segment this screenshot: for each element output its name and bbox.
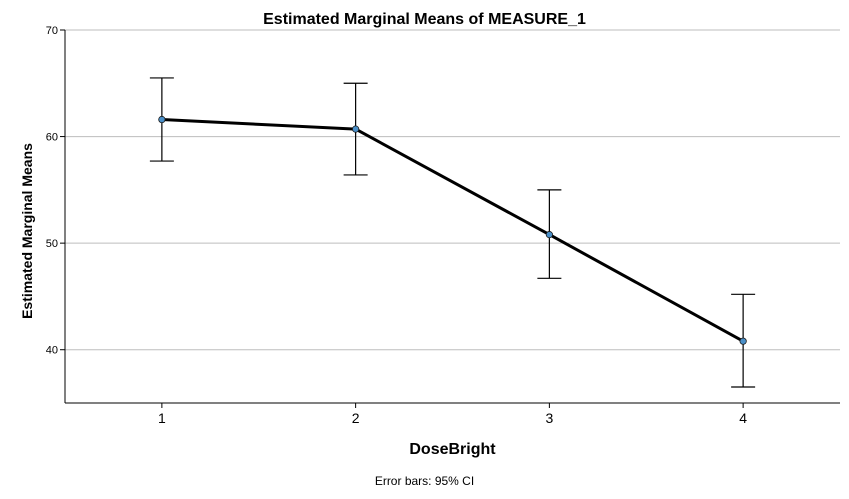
x-tick-label: 3 [545,410,553,426]
x-tick-label: 2 [352,410,360,426]
y-tick-label: 60 [46,132,58,144]
series-line-layer [161,118,744,343]
x-tick-label: 1 [158,410,166,426]
data-point [545,231,553,239]
data-points [158,115,747,345]
series-line [161,118,744,343]
grid-lines [65,29,840,351]
y-tick-label: 50 [46,238,58,250]
y-tick-label: 70 [46,25,58,37]
y-axis-label: Estimated Marginal Means [19,143,35,319]
data-point [739,337,747,345]
y-tick-label: 40 [46,345,58,357]
data-point [158,115,166,124]
error-bars-footnote: Error bars: 95% CI [374,474,475,488]
tick-labels: 40 50 60 70 1 2 3 4 [46,25,747,426]
x-axis-label: DoseBright [409,441,496,458]
chart-title: Estimated Marginal Means of MEASURE_1 [263,11,586,28]
axes [60,29,840,408]
data-point [352,125,360,133]
x-tick-label: 4 [739,410,747,426]
